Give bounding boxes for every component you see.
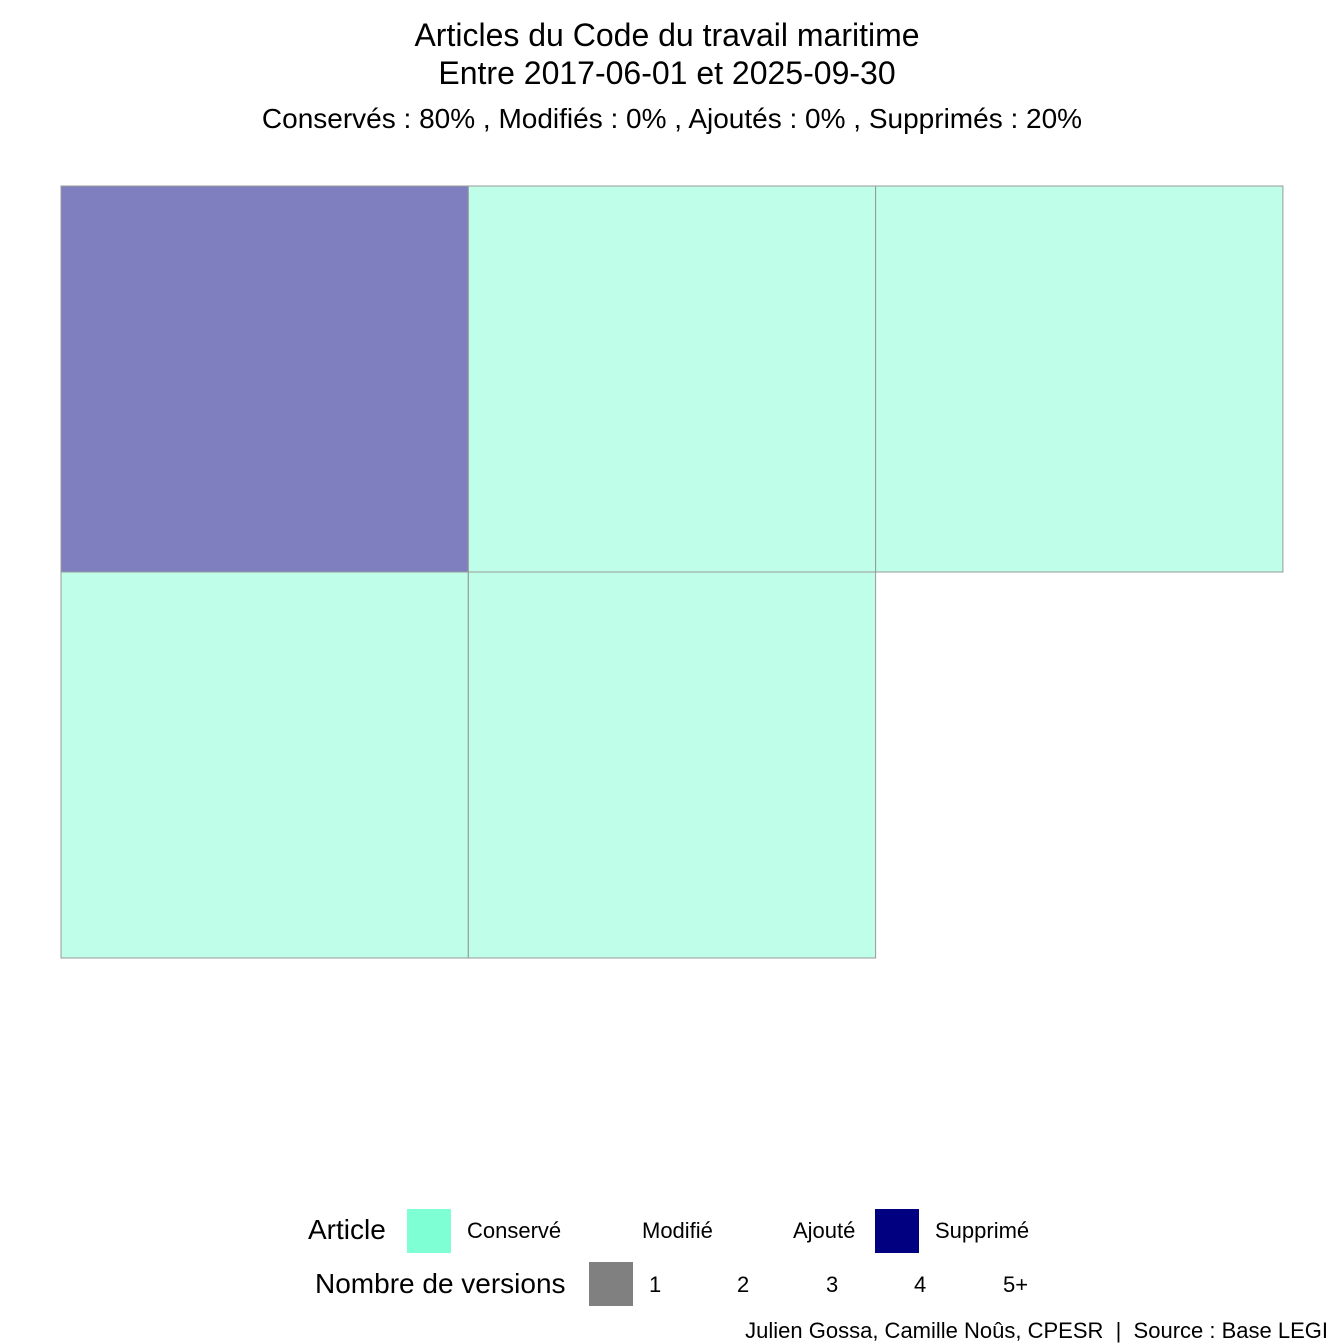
chart-caption: Julien Gossa, Camille Noûs, CPESR | Sour… [745,1318,1328,1343]
article-tile-3 [875,185,1284,573]
legend-label-versions-1: 1 [649,1272,662,1297]
article-tile-1 [60,185,469,573]
legend-article-title: Article [308,1214,386,1245]
legend-label-versions-3: 3 [826,1272,839,1297]
legend-swatch-supprime [875,1209,919,1253]
legend-label-conserve: Conservé [467,1218,562,1243]
chart-subtitle: Conservés : 80% , Modifiés : 0% , Ajouté… [261,103,1083,134]
legend-label-supprime: Supprimé [935,1218,1030,1243]
legend-label-versions-5plus: 5+ [1003,1272,1029,1297]
legend-label-modifie: Modifié [642,1218,713,1243]
legend-label-ajoute: Ajouté [793,1218,856,1243]
legend-versions-title: Nombre de versions [315,1268,566,1299]
treemap-area [60,185,1284,959]
chart-title-period: Entre 2017-06-01 et 2025-09-30 [438,55,896,91]
legend-label-versions-4: 4 [914,1272,927,1297]
article-tile-2 [467,185,877,573]
legend-swatch-versions [589,1262,633,1306]
article-tile-5 [467,571,877,959]
chart-title: Articles du Code du travail maritime [414,17,920,53]
article-tile-4 [60,571,469,959]
legend-label-versions-2: 2 [737,1272,750,1297]
legend-swatch-conserve [407,1209,451,1253]
